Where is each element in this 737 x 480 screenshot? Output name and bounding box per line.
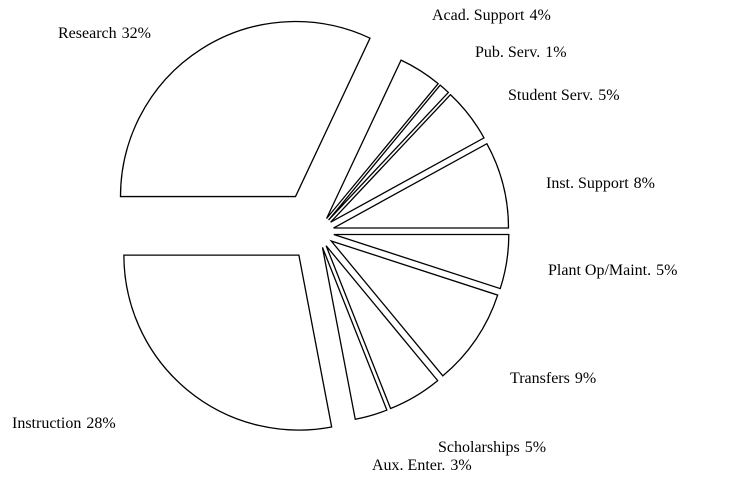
pie-slice [333, 233, 510, 290]
slice-label: Instruction 28% [12, 415, 116, 432]
category-label: Pub. Serv. [475, 44, 540, 61]
slice-label: Research 32% [58, 25, 151, 42]
slice-label: Transfers 9% [510, 370, 596, 387]
value-label: 8% [634, 175, 655, 192]
category-label: Student Serv. [508, 87, 593, 104]
pie-slice [119, 20, 371, 198]
value-label: 4% [529, 7, 550, 24]
pie-slice [325, 59, 440, 219]
category-label: Instruction [12, 415, 81, 432]
value-label: 32% [122, 25, 151, 42]
value-label: 5% [598, 87, 619, 104]
pie-slice [330, 93, 485, 223]
pie-slice [325, 245, 439, 410]
value-label: 28% [86, 415, 115, 432]
slice-label: Pub. Serv. 1% [475, 44, 567, 61]
category-label: Plant Op/Maint. [548, 262, 651, 279]
category-label: Aux. Enter. [372, 457, 445, 474]
slice-label: Scholarships 5% [438, 439, 546, 456]
value-label: 5% [525, 439, 546, 456]
category-label: Acad. Support [432, 7, 525, 24]
pie-slice [328, 84, 450, 221]
pie-slice [329, 239, 499, 377]
value-label: 9% [575, 370, 596, 387]
category-label: Transfers [510, 370, 570, 387]
pie-slice [333, 142, 510, 229]
value-label: 3% [450, 457, 471, 474]
category-label: Research [58, 25, 117, 42]
category-label: Inst. Support [546, 175, 629, 192]
pie-slice [123, 254, 333, 431]
slice-label: Plant Op/Maint. 5% [548, 262, 677, 279]
value-label: 5% [656, 262, 677, 279]
slice-label: Inst. Support 8% [546, 175, 655, 192]
slice-label: Acad. Support 4% [432, 7, 551, 24]
pie-slice [321, 247, 388, 421]
slice-label: Student Serv. 5% [508, 87, 620, 104]
category-label: Scholarships [438, 439, 520, 456]
value-label: 1% [545, 44, 566, 61]
slice-label: Aux. Enter. 3% [372, 457, 472, 474]
